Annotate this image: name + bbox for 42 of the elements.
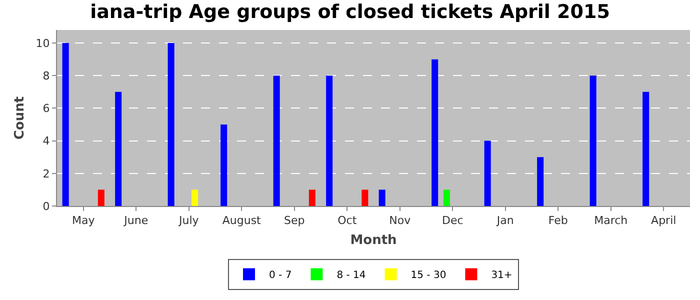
- x-tick-label: Sep: [284, 214, 305, 228]
- bar: [115, 92, 122, 206]
- bar: [378, 190, 386, 206]
- bar: [642, 92, 650, 206]
- bar: [590, 76, 596, 206]
- legend-label: 31+: [491, 270, 512, 282]
- bar: [98, 190, 104, 206]
- y-tick-label: 0: [42, 200, 50, 213]
- x-tick-label: Dec: [442, 214, 464, 228]
- x-tick-label: June: [123, 214, 148, 228]
- x-tick-label: August: [222, 214, 262, 228]
- x-tick-label: May: [72, 214, 96, 228]
- bar: [432, 59, 438, 206]
- bar: [537, 157, 544, 206]
- x-tick-label: Oct: [338, 214, 358, 228]
- x-tick-label: Jan: [496, 214, 514, 228]
- bar: [308, 190, 316, 206]
- legend-label: 15 - 30: [410, 270, 446, 282]
- y-tick-label: 4: [42, 134, 50, 148]
- bar: [443, 190, 450, 206]
- chart-title: iana-trip Age groups of closed tickets April 2015: [90, 0, 610, 23]
- bar: [168, 43, 174, 206]
- bar: [192, 190, 198, 206]
- y-tick-label: 6: [42, 102, 50, 116]
- bar: [273, 76, 280, 206]
- bar: [484, 140, 491, 206]
- bar: [362, 190, 368, 206]
- bar: [62, 43, 69, 206]
- x-tick-label: July: [178, 214, 200, 228]
- x-tick-label: April: [651, 214, 676, 228]
- x-axis-title: Month: [350, 232, 397, 248]
- x-tick-label: March: [594, 214, 628, 228]
- y-axis-title: Count: [12, 96, 28, 140]
- legend-label: 8 - 14: [336, 270, 366, 282]
- legend-label: 0 - 7: [269, 270, 292, 282]
- x-tick-label: Nov: [389, 214, 412, 228]
- y-tick-label: 8: [42, 69, 50, 82]
- bar: [326, 76, 333, 206]
- x-tick-label: Feb: [548, 214, 568, 228]
- bar: [220, 124, 228, 206]
- y-tick-label: 10: [36, 36, 50, 50]
- y-tick-label: 2: [42, 167, 50, 180]
